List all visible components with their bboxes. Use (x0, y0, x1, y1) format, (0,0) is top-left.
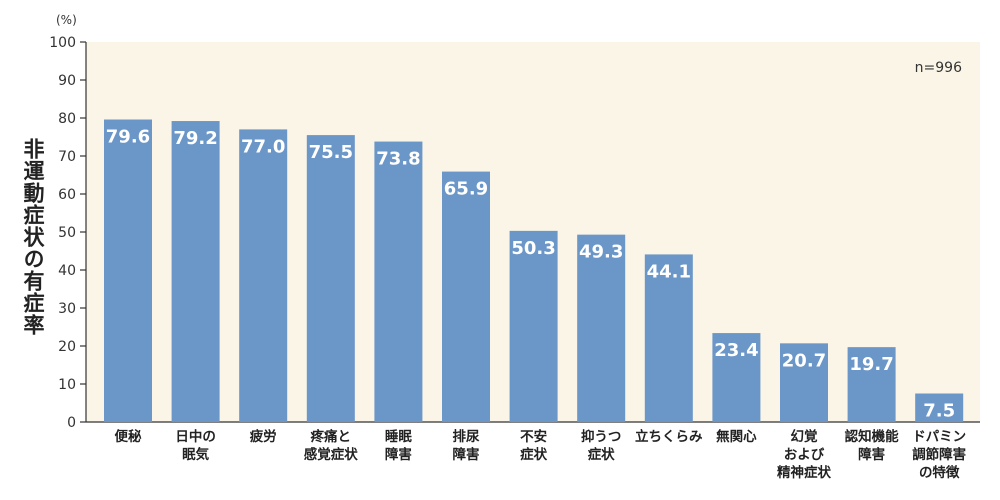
category-label: 無関心 (716, 428, 757, 445)
bar (577, 234, 626, 422)
bar-value-label: 75.5 (309, 142, 353, 163)
category-label: 幻覚 (791, 428, 819, 445)
category-label: 感覚症状 (304, 446, 358, 463)
category-label: 睡眠 (385, 429, 412, 445)
y-axis-label: 非運動症状の有症率 (21, 138, 45, 336)
bar-value-label: 65.9 (444, 179, 488, 200)
y-tick-label: 20 (58, 339, 76, 355)
bar-value-label: 23.4 (714, 340, 758, 361)
y-tick-label: 30 (58, 301, 76, 317)
bar (712, 333, 761, 422)
y-tick-label: 0 (67, 415, 76, 431)
bar (780, 343, 828, 422)
category-label: 症状 (520, 446, 548, 463)
y-tick-label: 40 (58, 263, 76, 279)
bar (644, 254, 693, 422)
bar (104, 119, 152, 423)
y-tick-label: 50 (58, 225, 76, 241)
category-label: 認知機能 (845, 428, 899, 445)
bar (239, 129, 288, 422)
bar (847, 347, 896, 422)
bar (306, 135, 355, 422)
bar (509, 230, 558, 422)
y-unit-label: (%) (56, 13, 77, 27)
category-label: 抑うつ (581, 428, 622, 445)
sample-size-annotation: n=996 (915, 60, 962, 76)
bar (915, 393, 964, 422)
category-label: 障害 (858, 446, 885, 463)
category-label: 日中の (175, 428, 216, 445)
category-label: 精神症状 (777, 464, 831, 481)
bar-value-label: 50.3 (511, 238, 555, 259)
category-label: 障害 (453, 446, 480, 463)
category-label: 症状 (588, 446, 615, 463)
category-label: の特徴 (919, 464, 960, 481)
y-tick-label: 70 (58, 149, 76, 165)
bar (442, 171, 490, 422)
y-tick-label: 100 (49, 35, 76, 51)
bar-value-label: 49.3 (579, 242, 623, 263)
category-label: 疲労 (250, 428, 277, 445)
category-label: 不安 (520, 428, 547, 445)
bar-value-label: 44.1 (647, 261, 691, 282)
category-label: 眠気 (182, 446, 209, 463)
category-label: 立ちくらみ (635, 428, 703, 445)
y-tick-label: 90 (58, 73, 76, 89)
y-tick-label: 10 (58, 377, 76, 393)
category-label: 調節障害 (912, 446, 966, 463)
category-label: および (784, 447, 825, 463)
bar-value-label: 19.7 (849, 354, 893, 375)
bar-value-label: 77.0 (241, 136, 285, 157)
category-label: 便秘 (115, 428, 142, 445)
bar-value-label: 73.8 (376, 149, 420, 170)
category-label: 疼痛と (311, 428, 352, 445)
bar-value-label: 20.7 (782, 350, 826, 371)
category-label: 障害 (385, 446, 412, 463)
y-tick-label: 60 (58, 187, 76, 203)
bar-value-label: 7.5 (923, 401, 955, 422)
bar (171, 121, 220, 422)
bar (374, 141, 423, 422)
category-label: ドパミン (912, 429, 966, 445)
category-label: 排尿 (453, 428, 480, 445)
y-tick-label: 80 (58, 111, 76, 127)
bar-value-label: 79.6 (106, 127, 150, 148)
bar-value-label: 79.2 (173, 128, 217, 149)
